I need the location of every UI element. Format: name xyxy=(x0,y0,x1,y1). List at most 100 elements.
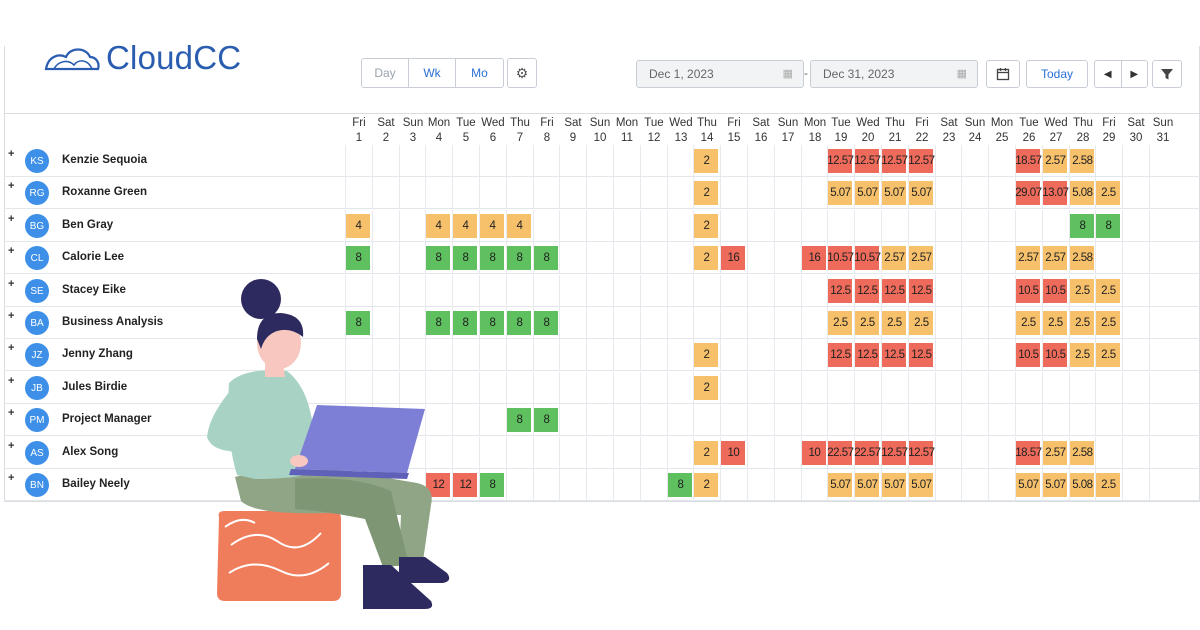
grid-cell[interactable] xyxy=(533,242,559,273)
grid-cell[interactable] xyxy=(827,145,853,176)
grid-cell[interactable] xyxy=(693,210,719,241)
grid-cell[interactable] xyxy=(506,404,532,435)
settings-button[interactable]: ⚙ xyxy=(507,58,537,88)
grid-cell[interactable] xyxy=(1149,469,1175,500)
grid-cell[interactable] xyxy=(506,437,532,468)
grid-cell[interactable] xyxy=(801,275,827,306)
grid-cell[interactable] xyxy=(479,177,505,208)
grid-cell[interactable] xyxy=(1095,404,1121,435)
grid-cell[interactable] xyxy=(988,275,1014,306)
grid-cell[interactable] xyxy=(720,275,746,306)
grid-cell[interactable] xyxy=(801,177,827,208)
allocation-block[interactable]: 2 xyxy=(694,246,719,270)
allocation-block[interactable]: 2.5 xyxy=(1096,343,1121,367)
grid-cell[interactable] xyxy=(533,210,559,241)
grid-cell[interactable] xyxy=(1042,307,1068,338)
resource-row[interactable]: + BG Ben Gray 4 4 4 4 4 2 8 8 xyxy=(4,210,1200,242)
grid-cell[interactable] xyxy=(747,372,773,403)
grid-cell[interactable] xyxy=(613,177,639,208)
grid-cell[interactable] xyxy=(827,339,853,370)
allocation-block[interactable]: 10.5 xyxy=(1043,343,1068,367)
grid-cell[interactable] xyxy=(1149,372,1175,403)
allocation-block[interactable]: 18.57 xyxy=(1015,441,1042,465)
grid-cell[interactable] xyxy=(640,177,666,208)
grid-cell[interactable] xyxy=(640,469,666,500)
grid-cell[interactable] xyxy=(908,177,934,208)
resource-row[interactable]: + CL Calorie Lee 8 8 8 8 8 8 2 16 16 10.57 10.57 2.57 2… xyxy=(4,242,1200,274)
grid-cell[interactable] xyxy=(1122,210,1148,241)
grid-cell[interactable] xyxy=(667,307,693,338)
grid-cell[interactable] xyxy=(667,469,693,500)
grid-cell[interactable] xyxy=(1149,275,1175,306)
grid-cell[interactable] xyxy=(452,242,478,273)
allocation-block[interactable]: 2 xyxy=(694,181,719,205)
grid-cell[interactable] xyxy=(506,242,532,273)
allocation-block[interactable]: 8 xyxy=(346,311,371,335)
grid-cell[interactable] xyxy=(961,437,987,468)
allocation-block[interactable]: 2.58 xyxy=(1070,441,1095,465)
allocation-block[interactable]: 2.57 xyxy=(1043,441,1068,465)
allocation-block[interactable]: 2.5 xyxy=(1096,311,1121,335)
grid-cell[interactable] xyxy=(1069,210,1095,241)
grid-cell[interactable] xyxy=(559,404,585,435)
grid-cell[interactable] xyxy=(1042,437,1068,468)
allocation-block[interactable]: 2.58 xyxy=(1070,246,1095,270)
grid-cell[interactable] xyxy=(640,437,666,468)
grid-cell[interactable] xyxy=(372,307,398,338)
grid-cell[interactable] xyxy=(720,404,746,435)
grid-cell[interactable] xyxy=(586,372,612,403)
grid-cell[interactable] xyxy=(452,275,478,306)
grid-cell[interactable] xyxy=(640,372,666,403)
allocation-block[interactable]: 2.5 xyxy=(1043,311,1068,335)
grid-cell[interactable] xyxy=(1015,210,1041,241)
today-button[interactable]: Today xyxy=(1026,60,1088,88)
grid-cell[interactable] xyxy=(479,210,505,241)
grid-cell[interactable] xyxy=(345,210,371,241)
allocation-block[interactable]: 12.57 xyxy=(881,149,908,173)
grid-cell[interactable] xyxy=(1122,339,1148,370)
grid-cell[interactable] xyxy=(801,210,827,241)
grid-cell[interactable] xyxy=(720,242,746,273)
grid-cell[interactable] xyxy=(1095,210,1121,241)
grid-cell[interactable] xyxy=(533,339,559,370)
grid-cell[interactable] xyxy=(425,145,451,176)
grid-cell[interactable] xyxy=(1095,469,1121,500)
grid-cell[interactable] xyxy=(425,210,451,241)
grid-cell[interactable] xyxy=(1095,437,1121,468)
grid-cell[interactable] xyxy=(827,275,853,306)
grid-cell[interactable] xyxy=(881,177,907,208)
grid-cell[interactable] xyxy=(1069,437,1095,468)
grid-cell[interactable] xyxy=(399,242,425,273)
grid-cell[interactable] xyxy=(1069,275,1095,306)
filter-button[interactable] xyxy=(1152,60,1182,88)
grid-cell[interactable] xyxy=(1042,145,1068,176)
plus-icon[interactable]: + xyxy=(8,180,15,192)
grid-cell[interactable] xyxy=(747,437,773,468)
grid-cell[interactable] xyxy=(452,307,478,338)
grid-cell[interactable] xyxy=(452,404,478,435)
allocation-block[interactable]: 10.57 xyxy=(827,246,854,270)
allocation-block[interactable]: 8 xyxy=(480,473,505,497)
grid-cell[interactable] xyxy=(452,339,478,370)
resource-name[interactable]: Roxanne Green xyxy=(62,186,147,198)
allocation-block[interactable]: 18.57 xyxy=(1015,149,1042,173)
grid-cell[interactable] xyxy=(1122,469,1148,500)
grid-cell[interactable] xyxy=(801,339,827,370)
allocation-block[interactable]: 2.5 xyxy=(909,311,934,335)
grid-cell[interactable] xyxy=(827,177,853,208)
grid-cell[interactable] xyxy=(1015,372,1041,403)
allocation-block[interactable]: 8 xyxy=(426,246,451,270)
grid-cell[interactable] xyxy=(801,437,827,468)
grid-cell[interactable] xyxy=(1015,242,1041,273)
grid-cell[interactable] xyxy=(1122,145,1148,176)
grid-cell[interactable] xyxy=(935,145,961,176)
resource-name[interactable]: Ben Gray xyxy=(62,219,114,231)
grid-cell[interactable] xyxy=(854,177,880,208)
allocation-block[interactable]: 8 xyxy=(534,408,559,432)
grid-cell[interactable] xyxy=(908,437,934,468)
grid-cell[interactable] xyxy=(1069,177,1095,208)
allocation-block[interactable]: 5.07 xyxy=(909,181,934,205)
grid-cell[interactable] xyxy=(961,404,987,435)
allocation-block[interactable]: 5.07 xyxy=(909,473,934,497)
grid-cell[interactable] xyxy=(827,210,853,241)
